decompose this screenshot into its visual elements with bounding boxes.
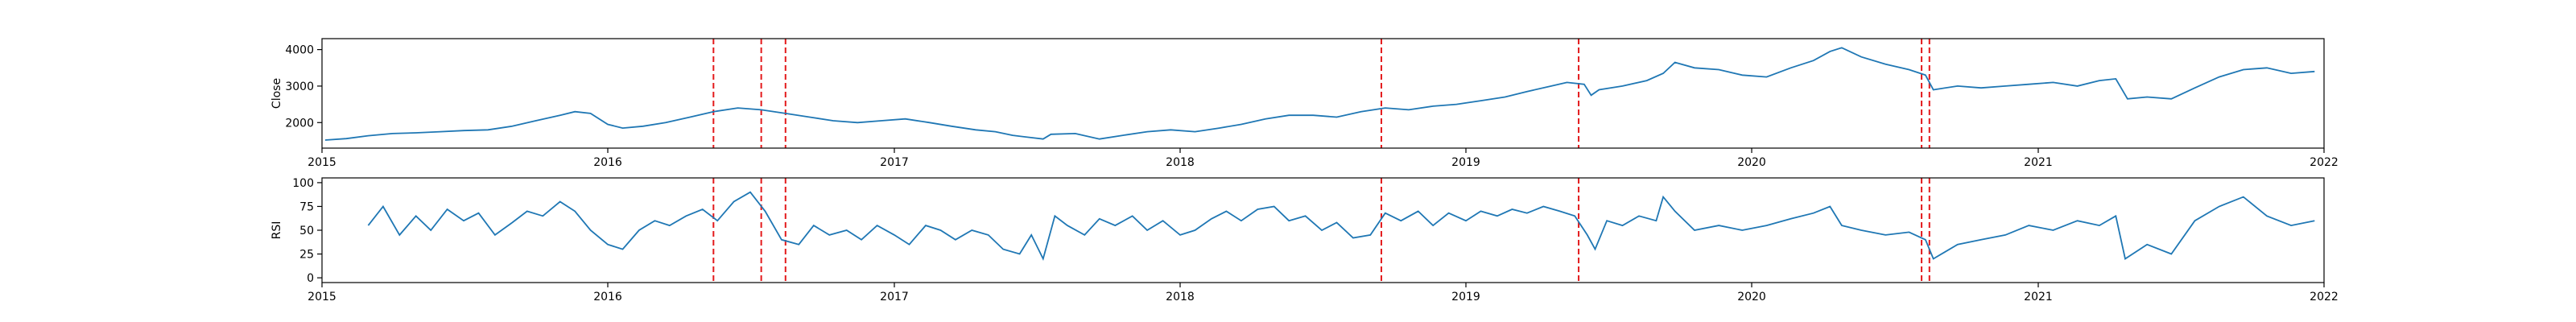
close-price-y-tick-label: 2000	[285, 117, 314, 130]
rsi-x-tick-label: 2021	[2024, 291, 2053, 303]
rsi-y-ticks: 0 25 50 75 100	[292, 177, 322, 285]
close-price-y-tick-label: 3000	[285, 80, 314, 93]
close-price-x-tick-label: 2021	[2024, 156, 2053, 169]
close-price-x-ticks: 2015 2016 2017 2018 2019 2020 2021 2022	[308, 148, 2339, 169]
close-price-panel: 2000 3000 4000 2015 2016 2017 2018 2019 2020 202…	[270, 38, 2339, 169]
close-price-x-tick-label: 2015	[308, 156, 336, 169]
rsi-x-tick-label: 2019	[1451, 291, 1480, 303]
rsi-y-tick-label: 25	[299, 249, 314, 262]
close-price-x-tick-label: 2020	[1737, 156, 1766, 169]
rsi-x-tick-label: 2017	[880, 291, 909, 303]
close-price-line	[324, 47, 2315, 141]
rsi-x-ticks: 2015 2016 2017 2018 2019 2020 2021 2022	[308, 283, 2339, 303]
close-price-y-ticks: 2000 3000 4000	[285, 44, 322, 130]
rsi-y-tick-label: 50	[299, 225, 314, 237]
close-price-axes-frame	[321, 38, 2325, 149]
close-price-x-tick-label: 2016	[593, 156, 622, 169]
rsi-line	[367, 191, 2315, 262]
rsi-y-tick-label: 75	[299, 200, 314, 213]
rsi-y-tick-label: 0	[307, 272, 314, 285]
rsi-x-tick-label: 2018	[1166, 291, 1195, 303]
close-price-signal-lines	[712, 39, 1930, 148]
rsi-x-tick-label: 2022	[2310, 291, 2339, 303]
rsi-y-axis-label: RSI	[270, 221, 283, 240]
rsi-x-tick-label: 2015	[308, 291, 336, 303]
close-price-x-tick-label: 2022	[2310, 156, 2339, 169]
close-price-y-tick-label: 4000	[285, 44, 314, 57]
close-price-y-axis-label: Close	[270, 78, 283, 109]
rsi-x-tick-label: 2016	[593, 291, 622, 303]
rsi-y-tick-label: 100	[292, 177, 314, 190]
close-price-x-tick-label: 2019	[1451, 156, 1480, 169]
close-price-x-tick-label: 2017	[880, 156, 909, 169]
rsi-x-tick-label: 2020	[1737, 291, 1766, 303]
close-price-x-tick-label: 2018	[1166, 156, 1195, 169]
